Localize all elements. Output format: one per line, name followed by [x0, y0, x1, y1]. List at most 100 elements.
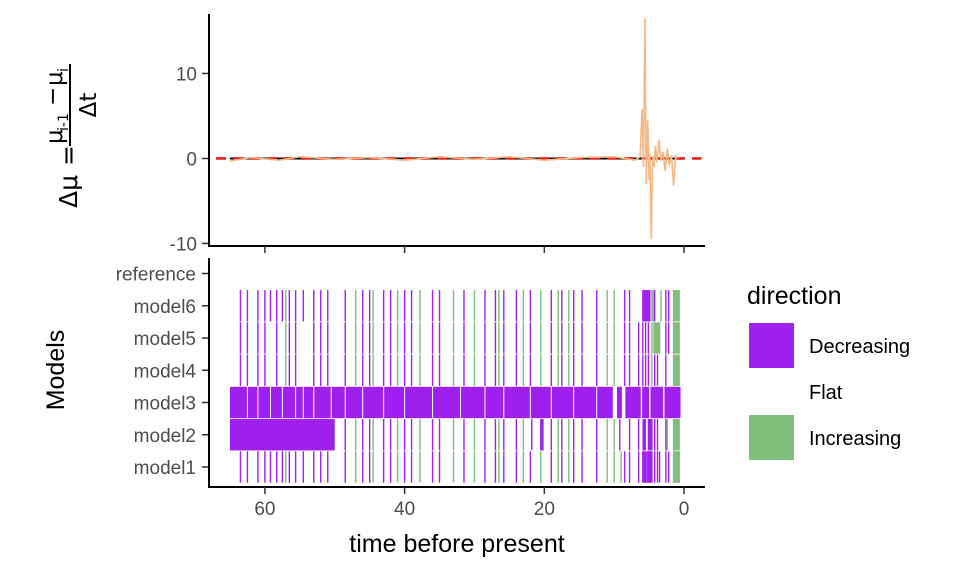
tile-decreasing	[288, 354, 291, 386]
tile-increasing	[522, 451, 525, 483]
tile-block	[642, 386, 650, 419]
tile-decreasing	[320, 354, 322, 386]
ylabel-eq: =	[54, 145, 83, 166]
tile-gap	[383, 386, 385, 419]
tile-decreasing	[344, 451, 346, 483]
tile-decreasing	[484, 322, 486, 354]
tile-decreasing	[313, 354, 315, 386]
tile-decreasing	[596, 322, 598, 354]
tile-increasing	[372, 354, 374, 386]
tile-decreasing	[382, 290, 385, 322]
tile-decreasing	[320, 290, 322, 322]
tile-decreasing	[438, 290, 441, 322]
tile-decreasing	[581, 451, 583, 483]
bottom-x-ticks: 60 40 20 0	[254, 487, 689, 520]
tile-decreasing	[658, 451, 661, 483]
tile-increasing	[522, 354, 525, 386]
tile-increasing	[651, 354, 653, 386]
x-axis-title: time before present	[349, 530, 564, 558]
tile-increasing	[452, 419, 455, 451]
tile-increasing	[396, 354, 399, 386]
tile-decreasing	[431, 419, 434, 451]
tile-block	[672, 290, 680, 322]
top-panel: 10 0 -10 Δμ = μ i-1 − μ i Δt	[40, 14, 705, 255]
tile-increasing	[396, 290, 399, 322]
tile-decreasing	[463, 451, 465, 483]
tile-decreasing	[637, 322, 640, 354]
tile-decreasing	[644, 322, 647, 354]
tile-increasing	[568, 354, 570, 386]
tile-gap	[257, 386, 259, 419]
tile-decreasing	[654, 451, 656, 483]
tile-block	[229, 386, 613, 419]
tile-decreasing	[484, 451, 486, 483]
tile-decreasing	[281, 290, 284, 322]
tile-decreasing	[344, 419, 346, 451]
tile-gap	[503, 386, 505, 419]
tile-decreasing	[561, 322, 563, 354]
tile-increasing	[498, 419, 500, 451]
tile-decreasing	[431, 322, 434, 354]
bottom-x-tick-label: 0	[679, 499, 690, 520]
tile-decreasing	[531, 419, 533, 451]
tile-decreasing	[637, 354, 640, 386]
tile-decreasing	[344, 290, 346, 322]
tile-increasing	[613, 354, 615, 386]
tile-decreasing	[572, 419, 575, 451]
tile-decreasing	[642, 354, 644, 386]
bottom-y-tick-label: model4	[134, 361, 197, 382]
tile-decreasing	[389, 451, 392, 483]
legend: direction Decreasing Flat Increasing	[747, 282, 910, 460]
tile-decreasing	[623, 354, 626, 386]
tile-decreasing	[642, 322, 644, 354]
tile-decreasing	[494, 451, 497, 483]
tile-decreasing	[515, 322, 518, 354]
tile-increasing	[372, 322, 374, 354]
tile-increasing	[606, 354, 608, 386]
tile-block	[642, 419, 646, 451]
tile-decreasing	[628, 451, 631, 483]
tile-decreasing	[572, 322, 575, 354]
legend-key	[749, 323, 794, 368]
tile-gap	[246, 386, 248, 419]
tile-decreasing	[320, 451, 322, 483]
top-y-ticks: 10 0 -10	[170, 64, 209, 255]
ylabel-num-b-sub: i	[56, 68, 72, 72]
tile-decreasing	[294, 290, 297, 322]
tile-decreasing	[529, 290, 532, 322]
tile-decreasing	[410, 451, 413, 483]
tile-decreasing	[561, 451, 563, 483]
tile-decreasing	[403, 419, 406, 451]
tile-increasing	[372, 290, 374, 322]
tile-decreasing	[494, 290, 497, 322]
tile-decreasing	[550, 451, 553, 483]
tile-block	[647, 419, 653, 451]
tile-decreasing	[581, 419, 583, 451]
tile-decreasing	[361, 290, 364, 322]
tile-decreasing	[313, 290, 315, 322]
tile-decreasing	[484, 419, 486, 451]
tile-block	[653, 322, 661, 354]
tile-decreasing	[623, 290, 626, 322]
tile-decreasing	[646, 451, 648, 483]
tile-increasing	[666, 419, 668, 451]
tile-decreasing	[667, 322, 670, 354]
bottom-y-tick-label: model5	[134, 329, 196, 350]
tile-decreasing	[463, 290, 465, 322]
tile-decreasing	[596, 354, 598, 386]
bottom-panel: model1 model2 model3 model4 model5 model6 refe…	[42, 258, 705, 558]
tile-increasing	[473, 290, 476, 322]
tile-decreasing	[410, 290, 413, 322]
tile-increasing	[419, 354, 421, 386]
tile-decreasing	[327, 451, 329, 483]
tile-decreasing	[644, 354, 647, 386]
tile-decreasing	[313, 451, 315, 483]
tile-decreasing	[438, 322, 441, 354]
tile-decreasing	[656, 419, 659, 451]
tile-decreasing	[484, 354, 486, 386]
tile-decreasing	[503, 419, 505, 451]
top-y-tick-label: -10	[170, 234, 197, 255]
tile-decreasing	[410, 354, 413, 386]
tile-decreasing	[667, 290, 670, 322]
tile-decreasing	[431, 354, 434, 386]
